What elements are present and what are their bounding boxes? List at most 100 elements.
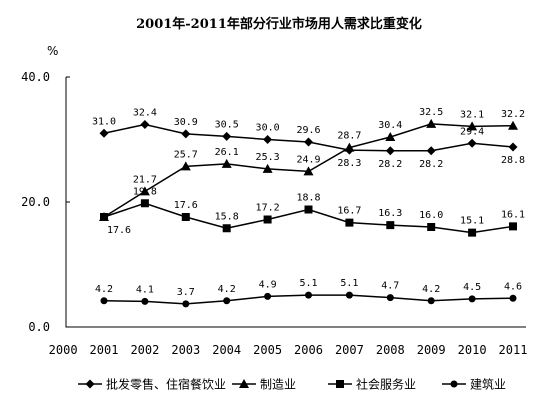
legend-label: 制造业 (260, 378, 296, 392)
data-point-diamond (304, 137, 313, 147)
data-point-diamond (140, 120, 150, 129)
data-point-triangle (180, 161, 191, 171)
data-point-diamond (467, 138, 477, 148)
data-point-triangle (344, 142, 355, 152)
x-tick-label: 2005 (253, 343, 282, 357)
data-label: 15.1 (460, 216, 484, 227)
data-point-diamond (85, 379, 95, 389)
data-point-circle (264, 292, 272, 300)
data-label: 25.7 (174, 149, 198, 160)
data-point-triangle (239, 379, 249, 388)
data-label: 17.2 (256, 203, 280, 214)
data-point-triangle (139, 186, 150, 196)
data-label: 17.6 (174, 200, 198, 211)
data-point-circle (509, 294, 517, 302)
data-point-diamond (181, 129, 191, 139)
data-label: 32.5 (419, 107, 443, 118)
legend: 批发零售、住宿餐饮业 制造业 社会服务业 建筑业 (78, 377, 506, 392)
data-label: 19.8 (133, 186, 157, 197)
x-tick-label: 2008 (376, 343, 405, 357)
data-label: 17.6 (107, 225, 131, 236)
x-tick-labels: 2000 2001 2002 2003 2004 2005 2006 2007 2008 2009… (49, 343, 528, 357)
x-tick-label: 2007 (335, 343, 364, 357)
data-point-triangle (385, 132, 396, 141)
data-point-circle (386, 294, 394, 302)
legend-label: 建筑业 (470, 377, 506, 392)
x-tick-label: 2010 (458, 343, 487, 357)
data-label: 4.2 (422, 284, 440, 295)
data-point-square (181, 213, 190, 221)
y-axis-unit: % (47, 44, 58, 58)
data-point-diamond (508, 142, 518, 152)
data-label: 5.1 (299, 278, 317, 289)
data-label: 4.5 (463, 282, 481, 293)
data-label: 16.3 (378, 208, 402, 219)
legend-label: 社会服务业 (356, 377, 416, 392)
y-tick-label: 20.0 (21, 195, 50, 209)
data-point-square (100, 213, 108, 221)
data-label: 15.8 (215, 211, 239, 222)
data-point-circle (345, 291, 353, 299)
data-point-square (336, 380, 344, 388)
data-label: 32.2 (501, 109, 525, 120)
data-label: 4.7 (381, 281, 399, 292)
x-tick-label: 2002 (130, 343, 159, 357)
data-point-triangle (221, 158, 232, 168)
data-point-triangle (303, 166, 314, 176)
data-point-square (345, 218, 354, 227)
data-label: 4.6 (504, 281, 522, 292)
data-point-square (140, 199, 149, 208)
data-point-triangle (262, 163, 273, 173)
y-tick-label: 40.0 (21, 70, 50, 84)
data-point-triangle (426, 118, 437, 128)
data-point-diamond (99, 128, 109, 138)
data-label: 4.2 (218, 284, 236, 295)
data-label: 28.2 (419, 159, 443, 170)
data-label: 32.1 (460, 109, 484, 120)
data-label: 32.4 (133, 108, 157, 119)
data-label: 28.7 (337, 131, 361, 142)
data-point-square (468, 228, 477, 237)
data-point-square (222, 224, 231, 233)
data-label: 16.0 (419, 210, 443, 221)
data-point-circle (305, 291, 312, 299)
data-label: 4.2 (95, 284, 113, 295)
series-group (99, 118, 518, 308)
axes (65, 76, 526, 328)
data-label: 3.7 (177, 287, 195, 298)
data-label: 30.9 (174, 117, 198, 128)
data-point-circle (141, 297, 149, 305)
data-point-diamond (385, 146, 395, 156)
data-label: 30.4 (378, 120, 402, 131)
data-point-diamond (426, 146, 436, 156)
data-point-circle (100, 297, 108, 305)
y-tick-labels: 0.0 20.0 40.0 (21, 70, 50, 334)
x-tick-label: 2009 (417, 343, 446, 357)
x-tick-label: 2006 (294, 343, 323, 357)
data-label: 29.4 (460, 126, 484, 137)
x-tick-label: 2004 (212, 343, 241, 357)
data-point-diamond (222, 131, 232, 141)
data-label: 28.2 (378, 159, 402, 170)
data-point-square (509, 222, 517, 231)
data-point-circle (450, 380, 458, 388)
data-point-diamond (263, 135, 273, 144)
data-point-circle (223, 297, 231, 305)
data-point-square (427, 223, 436, 231)
data-label: 16.1 (501, 209, 525, 220)
plot-axes (65, 77, 526, 328)
data-point-circle (427, 297, 435, 305)
data-label: 29.6 (296, 125, 320, 136)
data-point-square (304, 205, 313, 214)
data-point-circle (468, 295, 476, 303)
data-label: 28.8 (501, 155, 525, 166)
x-tick-label: 2001 (90, 343, 119, 357)
data-label: 26.1 (215, 147, 239, 158)
data-label: 24.9 (296, 154, 320, 165)
data-point-circle (182, 300, 190, 308)
x-tick-label: 2000 (49, 343, 78, 357)
data-label: 30.0 (256, 123, 280, 134)
data-label: 4.1 (136, 284, 154, 295)
data-label: 28.3 (337, 158, 361, 169)
